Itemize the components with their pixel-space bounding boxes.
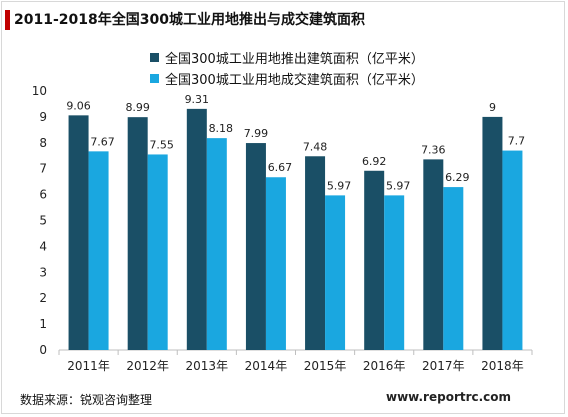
bar-series-1 [305, 156, 326, 350]
legend-item-series-1: 全国300城工业用地推出建筑面积（亿平米） [150, 47, 424, 68]
title-accent-bar [5, 10, 10, 30]
bar-series-1 [423, 159, 444, 350]
y-tick-label: 6 [39, 188, 47, 202]
legend-label-series-1: 全国300城工业用地推出建筑面积（亿平米） [165, 52, 424, 67]
legend-swatch-series-2 [150, 74, 159, 83]
data-label-series-1: 9.06 [66, 99, 91, 112]
bar-series-1 [127, 117, 148, 350]
legend: 全国300城工业用地推出建筑面积（亿平米） 全国300城工业用地成交建筑面积（亿… [150, 47, 424, 89]
bar-series-2 [147, 154, 168, 350]
data-label-series-2: 5.97 [386, 179, 411, 192]
y-tick-label: 4 [39, 239, 47, 253]
y-tick-label: 8 [39, 136, 47, 150]
data-label-series-1: 7.99 [244, 127, 269, 140]
legend-item-series-2: 全国300城工业用地成交建筑面积（亿平米） [150, 68, 424, 89]
legend-swatch-series-1 [150, 53, 159, 62]
y-tick-label: 3 [39, 265, 47, 279]
y-tick-label: 5 [39, 214, 47, 228]
data-label-series-1: 6.92 [362, 155, 387, 168]
watermark: www.reportrc.com [386, 390, 512, 404]
bar-series-1 [186, 108, 207, 350]
bar-series-1 [482, 116, 503, 351]
data-label-series-2: 7.7 [508, 135, 526, 148]
y-tick-label: 2 [39, 291, 47, 305]
bar-series-1 [364, 170, 385, 350]
x-tick-label: 2015年 [304, 359, 347, 373]
y-tick-label: 1 [39, 317, 47, 331]
data-label-series-1: 7.48 [303, 140, 328, 153]
data-label-series-1: 7.36 [421, 143, 446, 156]
x-tick-label: 2018年 [481, 359, 524, 373]
bar-series-2 [325, 195, 346, 350]
bar-series-1 [245, 143, 266, 350]
x-tick-label: 2014年 [245, 359, 288, 373]
chart-title: 2011-2018年全国300城工业用地推出与成交建筑面积 [14, 12, 365, 28]
data-label-series-1: 9.31 [185, 93, 210, 106]
y-tick-label: 7 [39, 162, 47, 176]
x-tick-label: 2012年 [126, 359, 169, 373]
bar-series-1 [68, 115, 89, 350]
data-label-series-2: 7.55 [149, 138, 174, 151]
data-label-series-1: 9 [489, 101, 496, 114]
bar-series-2 [502, 150, 523, 350]
x-tick-label: 2013年 [186, 359, 229, 373]
data-label-series-2: 5.97 [327, 179, 352, 192]
data-label-series-2: 7.67 [90, 135, 115, 148]
data-label-series-2: 6.67 [268, 161, 293, 174]
data-label-series-2: 8.18 [209, 122, 234, 135]
y-tick-label: 0 [39, 343, 47, 357]
bar-series-2 [88, 151, 109, 350]
y-tick-label: 9 [39, 110, 47, 124]
bar-series-2 [265, 177, 286, 350]
data-label-series-2: 6.29 [445, 171, 470, 184]
bar-series-2 [384, 195, 405, 350]
bar-series-2 [443, 187, 464, 350]
bar-series-2 [206, 138, 227, 350]
data-label-series-1: 8.99 [125, 101, 150, 114]
x-tick-label: 2016年 [363, 359, 406, 373]
x-tick-label: 2011年 [67, 359, 110, 373]
x-tick-label: 2017年 [422, 359, 465, 373]
legend-label-series-2: 全国300城工业用地成交建筑面积（亿平米） [165, 73, 424, 88]
y-tick-label: 10 [32, 84, 47, 98]
source-note: 数据来源：锐观咨询整理 [20, 393, 153, 407]
